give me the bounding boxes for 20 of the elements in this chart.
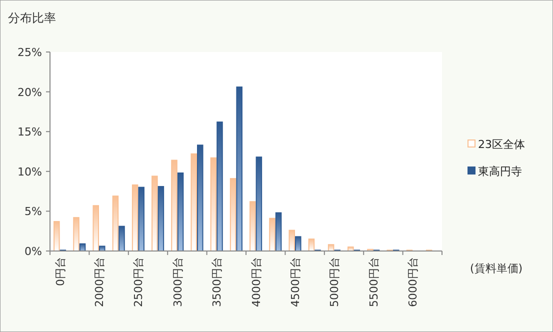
x-tick-label: 2000円台 (93, 257, 106, 307)
legend-label: 東高円寺 (478, 165, 522, 178)
y-tick-label: 0% (24, 245, 42, 258)
x-tick-label: 2500円台 (132, 257, 146, 307)
x-tick-label: 6000円台 (406, 257, 420, 307)
y-tick-label: 25% (18, 46, 42, 59)
legend-label: 23区全体 (478, 138, 525, 151)
y-tick-label: 20% (18, 86, 42, 99)
chart-title: 分布比率 (8, 11, 56, 25)
y-tick-label: 15% (18, 126, 42, 139)
x-tick-label: 4000円台 (250, 257, 263, 307)
x-tick-label: 3000円台 (171, 257, 184, 307)
y-tick-label: 10% (18, 165, 42, 178)
x-tick-label: 3500円台 (210, 257, 224, 307)
x-tick-label: 4500円台 (289, 257, 302, 307)
x-tick-label: 5500円台 (367, 257, 380, 307)
x-tick-label: 5000円台 (328, 257, 342, 307)
x-tick-label: 0円台 (54, 257, 67, 286)
x-axis-title: (賃料単価) (470, 262, 523, 275)
y-tick-label: 5% (24, 205, 42, 218)
